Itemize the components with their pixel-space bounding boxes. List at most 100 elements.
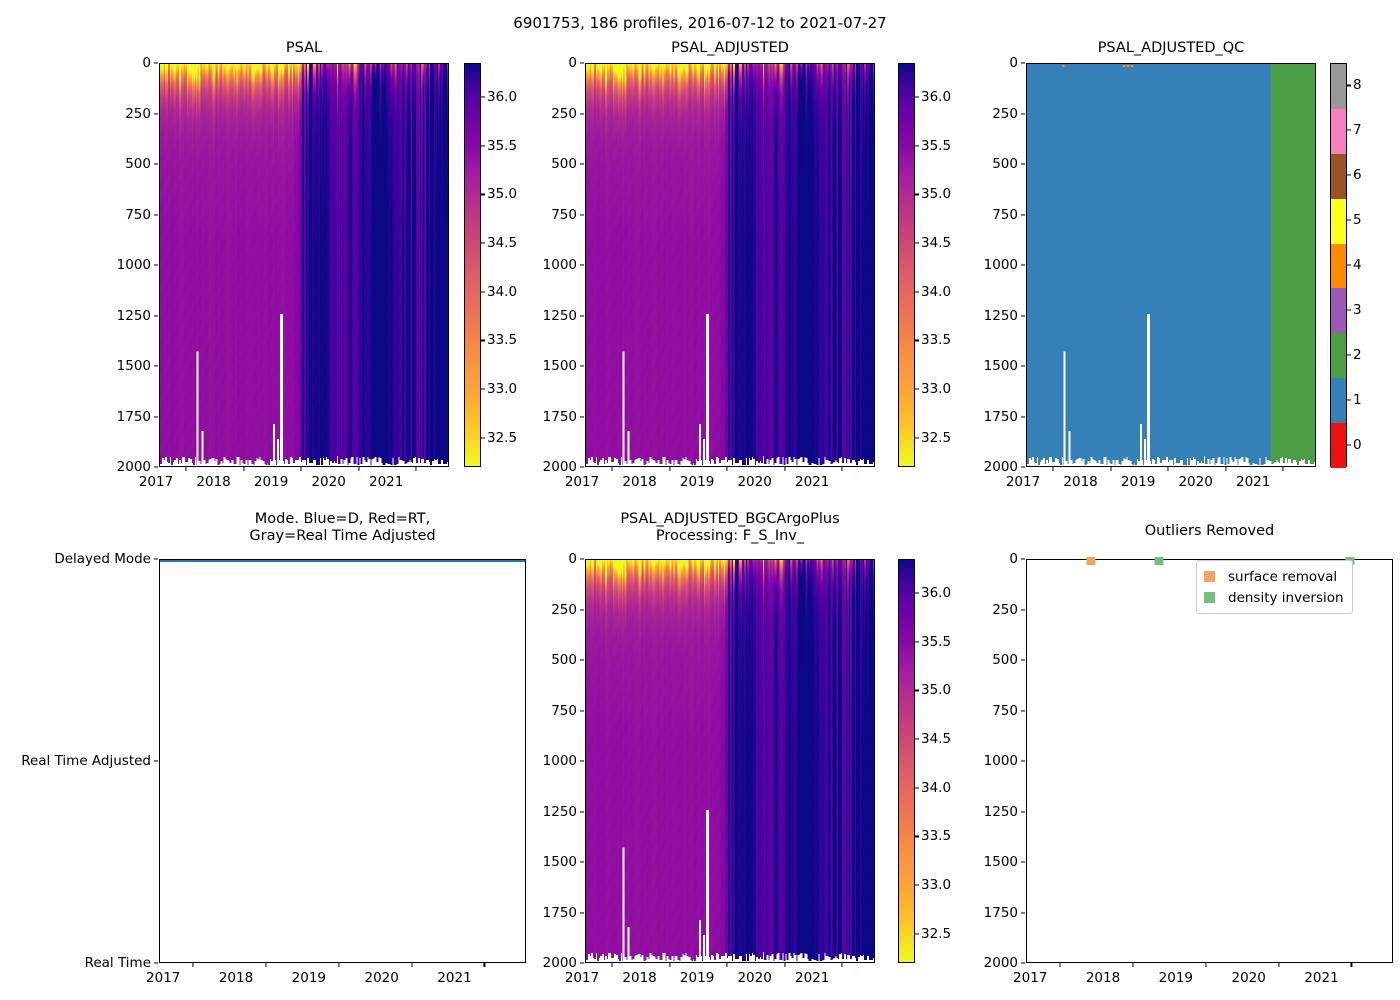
panel-psal-adjusted-qc[interactable] — [1026, 63, 1316, 467]
psal-cbar-tickmark-35.5 — [481, 145, 485, 147]
mode-xtick-2018: 2018 — [218, 970, 254, 986]
legend-swatch-1 — [1204, 592, 1215, 603]
panel-title-psal-adjusted: PSAL_ADJUSTED — [671, 40, 789, 56]
psal-xtick-2019: 2019 — [253, 474, 289, 490]
psal-ytick-750: 750 — [125, 206, 151, 223]
qc-cbar-tick-2: 2 — [1353, 346, 1362, 363]
bgc-xtick-2021: 2021 — [795, 970, 830, 986]
qc-ytickmark-1250 — [1021, 314, 1025, 317]
outliers-xtick-2017: 2017 — [1013, 970, 1048, 986]
qc-cbar-tick-8: 8 — [1353, 77, 1362, 94]
bgc-ytickmark-750 — [580, 709, 584, 712]
qc-ytickmark-250 — [1021, 112, 1025, 115]
panel-bgcargoplus[interactable] — [585, 559, 875, 963]
psaladj-cbar-tickmark-34.0 — [915, 291, 919, 293]
qc-ytickmark-2000 — [1021, 466, 1025, 468]
panel-psal[interactable] — [159, 63, 449, 467]
qc-colorbar-segment-7 — [1331, 108, 1346, 154]
psaladj-cbar-tick-34.5: 34.5 — [921, 235, 952, 252]
bgc-cbar-tick-34.5: 34.5 — [921, 731, 952, 748]
psaladj-ytickmark-1750 — [580, 415, 584, 418]
psaladj-xtickmark-2018 — [669, 467, 671, 471]
colorbar-psal — [464, 63, 481, 467]
psal-xtickmark-2018 — [243, 467, 245, 471]
panel-mode[interactable] — [159, 559, 526, 963]
psal-cbar-tick-33.0: 33.0 — [487, 381, 518, 398]
heatmap-psal — [160, 64, 448, 466]
outliers-ytick-1750: 1750 — [983, 904, 1018, 921]
bgc-cbar-tickmark-33.5 — [915, 835, 919, 837]
psal-ytickmark-750 — [154, 213, 158, 216]
mode-xtickmark-2017 — [192, 963, 194, 967]
qc-cbar-tickmark-4 — [1347, 264, 1351, 266]
bgc-ytick-500: 500 — [551, 652, 577, 668]
panel-title-outliers: Outliers Removed — [1144, 523, 1275, 539]
bgc-ytickmark-1250 — [580, 810, 584, 813]
psaladj-cbar-tickmark-32.5 — [915, 437, 919, 439]
qc-cbar-tick-5: 5 — [1353, 212, 1362, 229]
bgc-ytick-0: 0 — [568, 551, 577, 567]
mode-ytick-0: Delayed Mode — [54, 551, 151, 567]
psal-ytick-1250: 1250 — [116, 307, 151, 324]
bgc-cbar-tickmark-34.5 — [915, 738, 919, 740]
bgc-ytickmark-250 — [580, 608, 584, 611]
psaladj-xtickmark-2020 — [784, 467, 786, 471]
bgc-ytickmark-1000 — [580, 760, 584, 762]
panel-outliers[interactable] — [1026, 559, 1393, 963]
qc-ytickmark-1500 — [1021, 365, 1025, 367]
outliers-ytickmark-2000 — [1021, 962, 1025, 964]
psaladj-xtickmark-2017 — [611, 467, 613, 471]
qc-ytick-1250: 1250 — [983, 307, 1018, 324]
psaladj-xtick-2018: 2018 — [622, 474, 657, 490]
bgc-xtickmark-2018 — [669, 963, 671, 967]
psaladj-xtickmark-2021 — [841, 467, 843, 471]
psal-ytickmark-250 — [154, 112, 158, 115]
outliers-ytick-1500: 1500 — [983, 854, 1018, 870]
outliers-ytickmark-250 — [1021, 608, 1025, 611]
psaladj-xtick-2020: 2020 — [737, 474, 772, 490]
psaladj-ytickmark-500 — [580, 163, 584, 165]
qc-ytickmark-0 — [1021, 62, 1025, 64]
outliers-ytickmark-1000 — [1021, 760, 1025, 762]
legend-label-1: density inversion — [1228, 589, 1344, 606]
outliers-ytick-500: 500 — [992, 652, 1018, 668]
qc-colorbar-segment-6 — [1331, 153, 1346, 199]
psaladj-ytick-250: 250 — [551, 105, 577, 122]
qc-xtickmark-2018 — [1110, 467, 1112, 471]
outliers-ytick-750: 750 — [992, 702, 1018, 719]
qc-xtick-2020: 2020 — [1178, 474, 1213, 490]
psal-cbar-tick-33.5: 33.5 — [487, 332, 518, 349]
qc-cbar-tick-7: 7 — [1353, 122, 1362, 139]
bgc-cbar-tickmark-34.0 — [915, 787, 919, 789]
outliers-xtick-2019: 2019 — [1158, 970, 1194, 986]
bgc-cbar-tickmark-32.5 — [915, 933, 919, 935]
qc-xtickmark-2019 — [1167, 467, 1169, 471]
panel-psal-adjusted[interactable] — [585, 63, 875, 467]
qc-colorbar-segment-3 — [1331, 288, 1346, 334]
outliers-xtickmark-2018 — [1132, 963, 1134, 967]
psal-ytickmark-1000 — [154, 264, 158, 266]
bgc-ytick-1500: 1500 — [542, 854, 577, 870]
psaladj-cbar-tick-34.0: 34.0 — [921, 283, 952, 300]
qc-ytick-250: 250 — [992, 105, 1018, 122]
outliers-xtick-2020: 2020 — [1231, 970, 1266, 986]
qc-ytick-1000: 1000 — [983, 257, 1018, 273]
heatmap-bgcargoplus — [586, 560, 874, 962]
mode-ytickmark-0 — [154, 558, 158, 560]
mode-xtick-2021: 2021 — [437, 970, 472, 986]
bgc-xtickmark-2019 — [726, 963, 728, 967]
legend-swatch-0 — [1204, 571, 1215, 582]
colorbar-psal-adjusted — [898, 63, 915, 467]
qc-ytick-0: 0 — [1009, 55, 1018, 71]
qc-ytick-750: 750 — [992, 206, 1018, 223]
psal-ytick-0: 0 — [142, 55, 151, 71]
qc-ytick-500: 500 — [992, 156, 1018, 172]
psal-cbar-tick-35.5: 35.5 — [487, 137, 518, 154]
bgc-ytick-250: 250 — [551, 601, 577, 618]
bgc-ytick-2000: 2000 — [542, 955, 577, 971]
bgc-ytick-750: 750 — [551, 702, 577, 719]
mode-xtickmark-2019 — [338, 963, 340, 967]
bgc-ytick-1750: 1750 — [542, 904, 577, 921]
outlier-marker-0 — [1086, 556, 1096, 565]
